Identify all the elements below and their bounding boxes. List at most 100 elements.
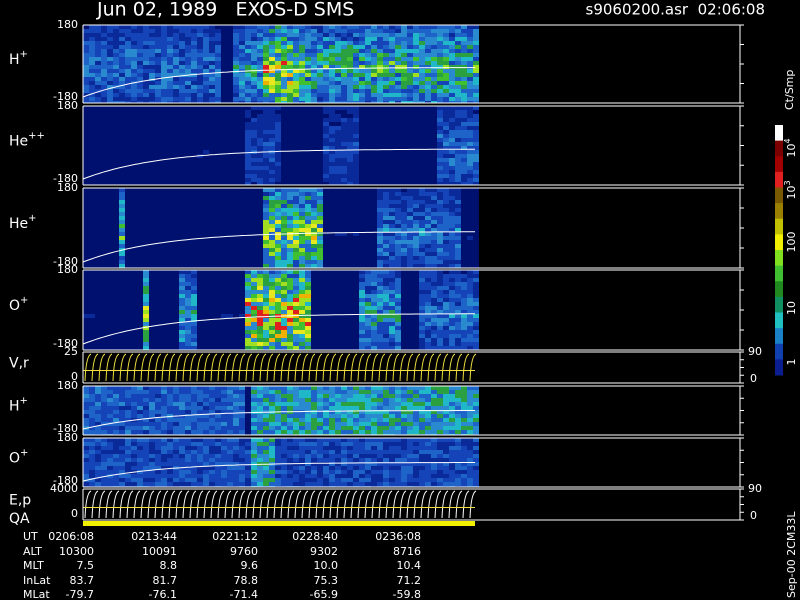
spectro-cell — [155, 260, 161, 264]
spectro-cell — [275, 252, 281, 256]
spectro-cell — [95, 93, 101, 97]
spectro-cell — [209, 192, 215, 196]
spectro-cell — [347, 322, 353, 326]
spectro-cell — [317, 166, 323, 170]
spectro-cell — [359, 69, 365, 73]
spectro-cell — [455, 65, 461, 69]
spectro-cell — [185, 322, 191, 326]
spectro-cell — [413, 212, 419, 216]
spectro-cell — [299, 256, 305, 260]
spectro-cell — [167, 69, 173, 73]
spectro-cell — [317, 248, 323, 252]
spectro-cell — [311, 330, 317, 334]
spectro-cell — [191, 150, 197, 154]
spectro-cell — [257, 346, 263, 350]
spectro-cell — [275, 37, 281, 41]
spectro-cell — [305, 37, 311, 41]
spectro-cell — [431, 138, 437, 142]
spectro-cell — [365, 150, 371, 154]
spectro-cell — [149, 142, 155, 146]
spectro-cell — [269, 322, 275, 326]
spectro-cell — [443, 85, 449, 89]
spectro-cell — [371, 346, 377, 350]
spectro-cell — [173, 256, 179, 260]
spectro-cell — [275, 65, 281, 69]
spectro-cell — [317, 33, 323, 37]
spectro-cell — [287, 318, 293, 322]
spectro-cell — [161, 126, 167, 130]
spectro-cell — [227, 29, 233, 33]
spectro-cell — [341, 114, 347, 118]
spectro-cell — [227, 326, 233, 330]
spectro-cell — [371, 33, 377, 37]
spectro-cell — [275, 228, 281, 232]
spectro-cell — [395, 29, 401, 33]
spectro-cell — [401, 162, 407, 166]
spectro-cell — [263, 330, 269, 334]
spectro-cell — [425, 25, 431, 29]
spectro-cell — [167, 224, 173, 228]
spectro-cell — [461, 216, 467, 220]
spectro-cell — [347, 298, 353, 302]
spectro-cell — [191, 85, 197, 89]
spectro-cell — [155, 236, 161, 240]
spectro-cell — [89, 158, 95, 162]
spectro-cell — [323, 182, 329, 185]
spectro-cell — [227, 196, 233, 200]
spectro-cell — [185, 294, 191, 298]
spectro-cell — [383, 77, 389, 81]
spectro-cell — [125, 298, 131, 302]
spectro-cell — [311, 334, 317, 338]
spectro-cell — [227, 158, 233, 162]
spectro-cell — [467, 248, 473, 252]
spectro-cell — [137, 29, 143, 33]
spectro-cell — [317, 81, 323, 85]
spectro-cell — [287, 252, 293, 256]
spectro-cell — [233, 228, 239, 232]
spectro-cell — [245, 110, 251, 114]
spectro-cell — [395, 118, 401, 122]
spectro-cell — [101, 33, 107, 37]
spectro-cell — [155, 314, 161, 318]
spectro-cell — [107, 65, 113, 69]
spectro-cell — [95, 270, 101, 274]
spectro-cell — [467, 244, 473, 248]
spectro-cell — [365, 146, 371, 150]
spectro-cell — [209, 294, 215, 298]
spectro-cell — [167, 65, 173, 69]
spectro-cell — [377, 138, 383, 142]
spectro-cell — [347, 334, 353, 338]
spectro-cell — [353, 97, 359, 101]
spectro-cell — [467, 212, 473, 216]
spectro-cell — [449, 53, 455, 57]
spectro-cell — [443, 118, 449, 122]
spectro-cell — [167, 302, 173, 306]
spectro-cell — [107, 310, 113, 314]
spectro-cell — [311, 29, 317, 33]
spectro-cell — [149, 282, 155, 286]
spectro-cell — [83, 85, 89, 89]
spectro-cell — [125, 310, 131, 314]
spectro-cell — [167, 110, 173, 114]
spectro-cell — [395, 57, 401, 61]
spectro-cell — [239, 260, 245, 264]
spectro-cell — [299, 89, 305, 93]
spectro-cell — [329, 101, 335, 103]
spectro-cell — [245, 342, 251, 346]
spectro-cell — [143, 224, 149, 228]
spectro-cell — [269, 41, 275, 45]
spectro-cell — [185, 57, 191, 61]
spectro-cell — [461, 182, 467, 185]
spectro-cell — [119, 174, 125, 178]
spectro-cell — [263, 101, 269, 103]
spectro-cell — [305, 264, 311, 268]
spectro-cell — [197, 278, 203, 282]
spectro-cell — [179, 49, 185, 53]
spectro-cell — [119, 240, 125, 244]
spectro-cell — [197, 85, 203, 89]
spectro-cell — [413, 146, 419, 150]
spectro-cell — [353, 298, 359, 302]
spectro-cell — [95, 29, 101, 33]
spectro-cell — [113, 126, 119, 130]
